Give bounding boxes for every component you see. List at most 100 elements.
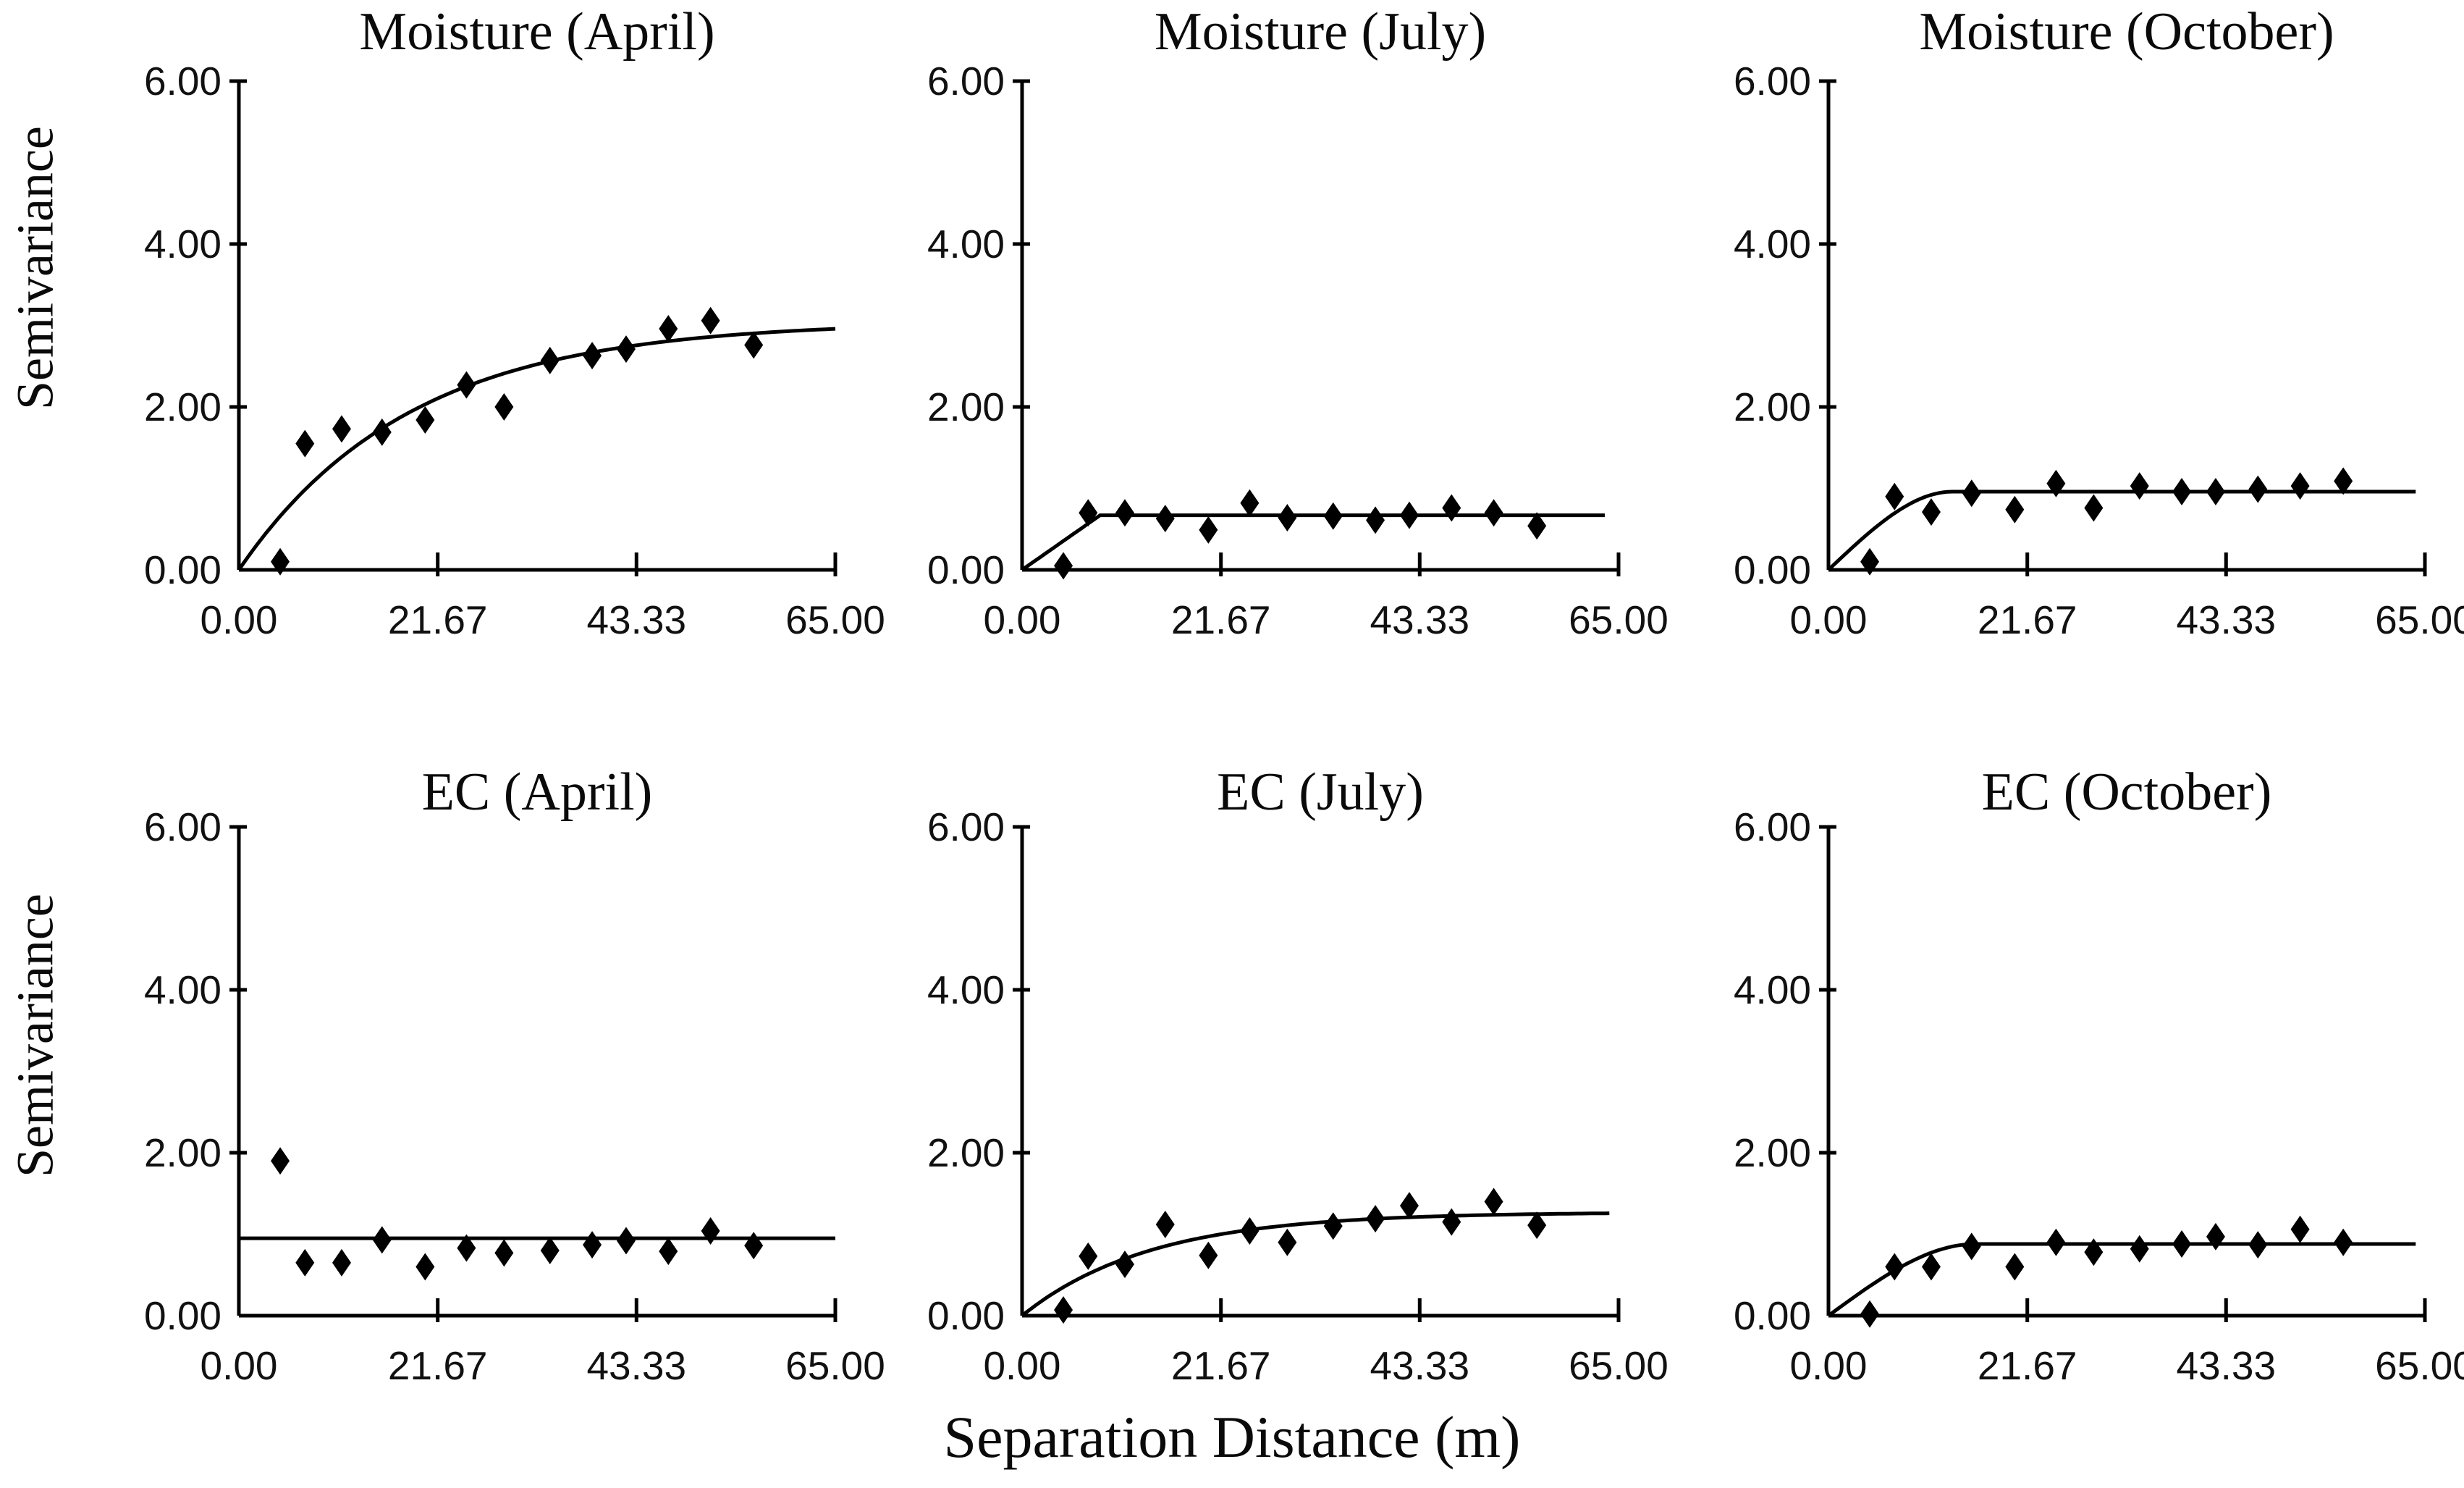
data-point: [659, 315, 678, 342]
data-point: [1366, 506, 1385, 534]
x-tick-label: 0.00: [983, 1343, 1060, 1388]
y-tick-label: 2.00: [927, 384, 1005, 429]
y-tick-label: 2.00: [1734, 384, 1811, 429]
y-tick-label: 4.00: [144, 222, 221, 266]
data-point: [494, 1239, 514, 1267]
x-tick-label: 21.67: [388, 1343, 488, 1388]
x-tick-label: 43.33: [2176, 1343, 2276, 1388]
data-point: [701, 306, 720, 335]
data-point: [2172, 1230, 2192, 1258]
y-tick-label: 6.00: [144, 804, 221, 849]
x-tick-label: 65.00: [785, 1343, 885, 1388]
fitted-model-line: [237, 327, 836, 571]
x-tick-label: 43.33: [586, 597, 686, 642]
plot-ec-october: 0.00 2.00 4.00 6.00 0.00 21.67 43.33 65.00: [1734, 804, 2464, 1388]
plot-ec-july: 0.00 2.00 4.00 6.00 0.00 21.67 43.33 65.00: [927, 804, 1668, 1388]
data-point: [659, 1237, 678, 1266]
data-point: [1860, 547, 1880, 576]
data-point: [2005, 1253, 2025, 1281]
data-point: [2206, 1222, 2225, 1250]
data-point: [1115, 1250, 1134, 1279]
data-point: [1484, 1188, 1503, 1216]
y-tick-label: 6.00: [927, 804, 1005, 849]
data-point: [616, 335, 636, 363]
data-point: [415, 1253, 435, 1281]
x-tick-label: 21.67: [1171, 1343, 1271, 1388]
data-point: [1527, 512, 1547, 540]
data-point: [295, 429, 315, 458]
data-point: [2206, 478, 2225, 505]
x-axis-label: Separation Distance (m): [943, 1404, 1521, 1470]
plot-moisture-april: 0.00 2.00 4.00 6.00 0.00 21.67 43.33 65.00: [144, 62, 885, 642]
panel-title-moisture-july: Moisture (July): [1154, 2, 1487, 62]
x-tick-label: 43.33: [1370, 597, 1469, 642]
data-point: [583, 342, 602, 370]
data-point: [1278, 1228, 1297, 1256]
y-tick-label: 4.00: [1734, 222, 1811, 266]
x-tick-label: 43.33: [2176, 597, 2276, 642]
y-tick-label: 0.00: [144, 1293, 221, 1338]
data-point: [2172, 478, 2192, 505]
data-point: [1115, 499, 1134, 527]
data-point: [1399, 1192, 1419, 1220]
x-tick-label: 0.00: [1789, 1343, 1867, 1388]
y-tick-label: 4.00: [927, 222, 1005, 266]
data-point: [1885, 1253, 1904, 1281]
data-point: [1240, 1217, 1260, 1245]
data-point: [2248, 475, 2268, 503]
data-point: [1199, 1241, 1218, 1269]
fitted-model-line: [1021, 1211, 1610, 1317]
data-point: [616, 1227, 636, 1255]
data-point: [1484, 499, 1503, 527]
data-point: [1155, 505, 1175, 533]
y-tick-label: 0.00: [1734, 547, 1811, 592]
x-tick-label: 0.00: [983, 597, 1060, 642]
data-point: [1323, 502, 1343, 530]
data-point: [1442, 494, 1461, 522]
data-point: [2046, 469, 2066, 497]
data-point: [2334, 1228, 2353, 1256]
data-point: [1921, 498, 1941, 526]
fitted-model-line: [1021, 513, 1605, 572]
y-tick-label: 0.00: [927, 547, 1005, 592]
data-point: [457, 1234, 476, 1262]
y-tick-label: 0.00: [1734, 1293, 1811, 1338]
data-point: [1962, 479, 1981, 508]
data-point: [2290, 472, 2310, 500]
data-point: [744, 331, 764, 359]
x-tick-label: 21.67: [388, 597, 488, 642]
y-tick-label: 2.00: [144, 384, 221, 429]
data-point: [494, 393, 514, 421]
data-point: [457, 371, 476, 399]
data-point: [1155, 1211, 1175, 1238]
data-point: [1079, 1242, 1098, 1270]
data-point: [1527, 1211, 1547, 1240]
data-point: [295, 1248, 315, 1277]
y-tick-label: 4.00: [1734, 967, 1811, 1012]
y-tick-label: 6.00: [927, 62, 1005, 104]
y-tick-label: 2.00: [144, 1130, 221, 1175]
data-point: [2046, 1228, 2066, 1256]
y-tick-label: 0.00: [144, 547, 221, 592]
fitted-model-line: [1827, 489, 2416, 571]
data-point: [1054, 1296, 1073, 1324]
panel-title-ec-october: EC (October): [1981, 762, 2272, 822]
y-tick-label: 2.00: [927, 1130, 1005, 1175]
data-point: [2334, 467, 2353, 495]
plot-ec-april: 0.00 2.00 4.00 6.00 0.00 21.67 43.33 65.00: [144, 804, 885, 1388]
data-point: [372, 418, 392, 446]
data-point: [583, 1231, 602, 1259]
data-point: [1079, 499, 1098, 527]
y-tick-label: 4.00: [144, 967, 221, 1012]
x-tick-label: 43.33: [1370, 1343, 1469, 1388]
data-point: [2290, 1215, 2310, 1243]
x-tick-label: 65.00: [785, 597, 885, 642]
x-tick-label: 43.33: [586, 1343, 686, 1388]
data-point: [1860, 1300, 1880, 1328]
data-point: [2084, 494, 2104, 522]
y-tick-label: 4.00: [927, 967, 1005, 1012]
y-tick-label: 6.00: [1734, 62, 1811, 104]
data-point: [2130, 472, 2149, 500]
data-point: [1962, 1232, 1981, 1261]
